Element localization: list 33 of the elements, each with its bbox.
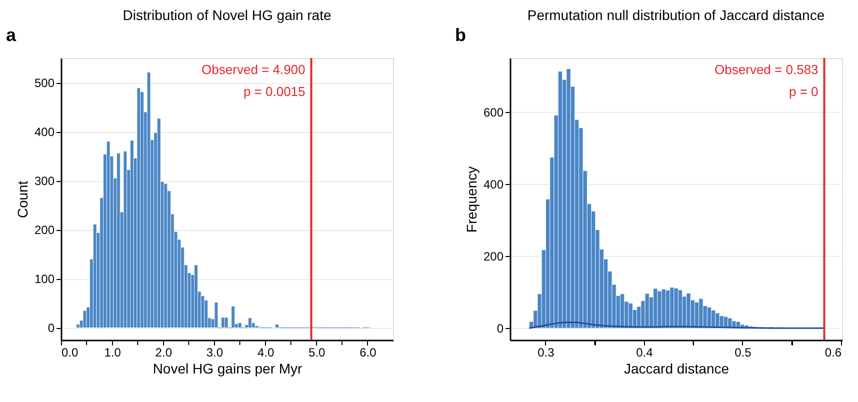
y-axis-title: Frequency	[463, 166, 480, 233]
text: a	[6, 25, 17, 45]
x-tick-label: 3.0	[206, 346, 224, 360]
y-tick-label: 0	[496, 322, 504, 336]
x-axis-title: Jaccard distance	[624, 360, 730, 376]
x-tick-label: 0.4	[636, 346, 654, 360]
y-tick-label: 200	[34, 223, 55, 238]
y-axis-title: Count	[14, 180, 30, 218]
x-tick-label: 4.0	[257, 346, 274, 360]
x-tick-label: 0.6	[824, 346, 842, 360]
x-tick-label: 1.0	[104, 346, 122, 360]
chart-title: Distribution of Novel HG gain rate	[122, 7, 332, 23]
annotation: Observed = 0.583	[714, 62, 818, 77]
x-tick-label: 2.0	[155, 346, 172, 360]
y-tick-label: 200	[483, 250, 504, 264]
y-tick-label: 400	[34, 125, 55, 140]
y-tick-label: 400	[483, 178, 504, 192]
y-tick-label: 600	[483, 106, 504, 120]
y-tick-label: 300	[34, 174, 55, 188]
y-tick-label: 500	[34, 76, 55, 90]
y-tick-label: 100	[34, 272, 55, 286]
annotation: Observed = 4.900	[202, 62, 306, 77]
x-tick-label: 5.0	[308, 346, 326, 360]
text: b	[455, 25, 466, 45]
y-tick-label: 0	[48, 321, 55, 336]
x-tick-label: 0.5	[734, 346, 752, 360]
annotation: p = 0.0015	[243, 84, 306, 99]
x-axis-title: Novel HG gains per Myr	[152, 360, 303, 376]
x-tick-label: 0.0	[62, 346, 79, 360]
x-tick-label: 0.3	[538, 346, 555, 360]
chart-title: Permutation null distribution of Jaccard distance	[527, 7, 825, 23]
annotation: p = 0	[788, 84, 818, 99]
x-tick-label: 6.0	[360, 346, 377, 360]
